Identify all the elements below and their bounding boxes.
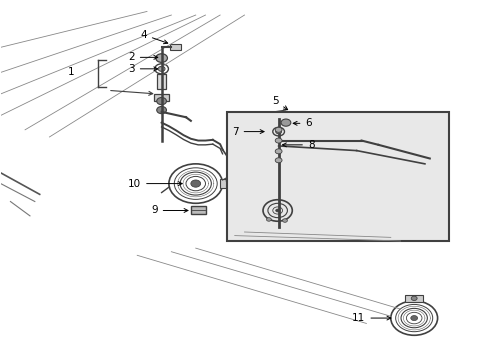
Text: 8: 8 — [282, 140, 314, 150]
Circle shape — [190, 180, 200, 187]
Text: 6: 6 — [293, 118, 311, 128]
Circle shape — [275, 127, 282, 132]
Bar — [190, 206, 206, 214]
Circle shape — [275, 158, 282, 163]
Text: 4: 4 — [140, 30, 167, 44]
Text: 5: 5 — [271, 96, 287, 110]
Text: 3: 3 — [128, 64, 158, 74]
Bar — [405, 295, 422, 302]
Circle shape — [275, 149, 282, 154]
Circle shape — [275, 138, 282, 143]
Text: 1: 1 — [68, 67, 75, 77]
Circle shape — [275, 130, 281, 134]
Circle shape — [266, 218, 271, 221]
Text: 10: 10 — [128, 179, 182, 189]
Text: 9: 9 — [151, 206, 187, 216]
Bar — [170, 44, 181, 50]
Circle shape — [282, 219, 287, 222]
Circle shape — [281, 119, 290, 126]
Text: 2: 2 — [128, 52, 158, 62]
Circle shape — [157, 107, 166, 114]
Circle shape — [158, 66, 164, 71]
Text: 11: 11 — [351, 313, 390, 323]
Circle shape — [157, 98, 166, 105]
Circle shape — [156, 54, 167, 62]
Circle shape — [275, 209, 279, 212]
Circle shape — [410, 316, 417, 320]
Bar — [227, 112, 448, 241]
Bar — [220, 179, 228, 188]
Bar — [157, 74, 166, 89]
Circle shape — [410, 296, 416, 301]
Bar — [154, 94, 168, 101]
Text: 7: 7 — [231, 127, 264, 136]
